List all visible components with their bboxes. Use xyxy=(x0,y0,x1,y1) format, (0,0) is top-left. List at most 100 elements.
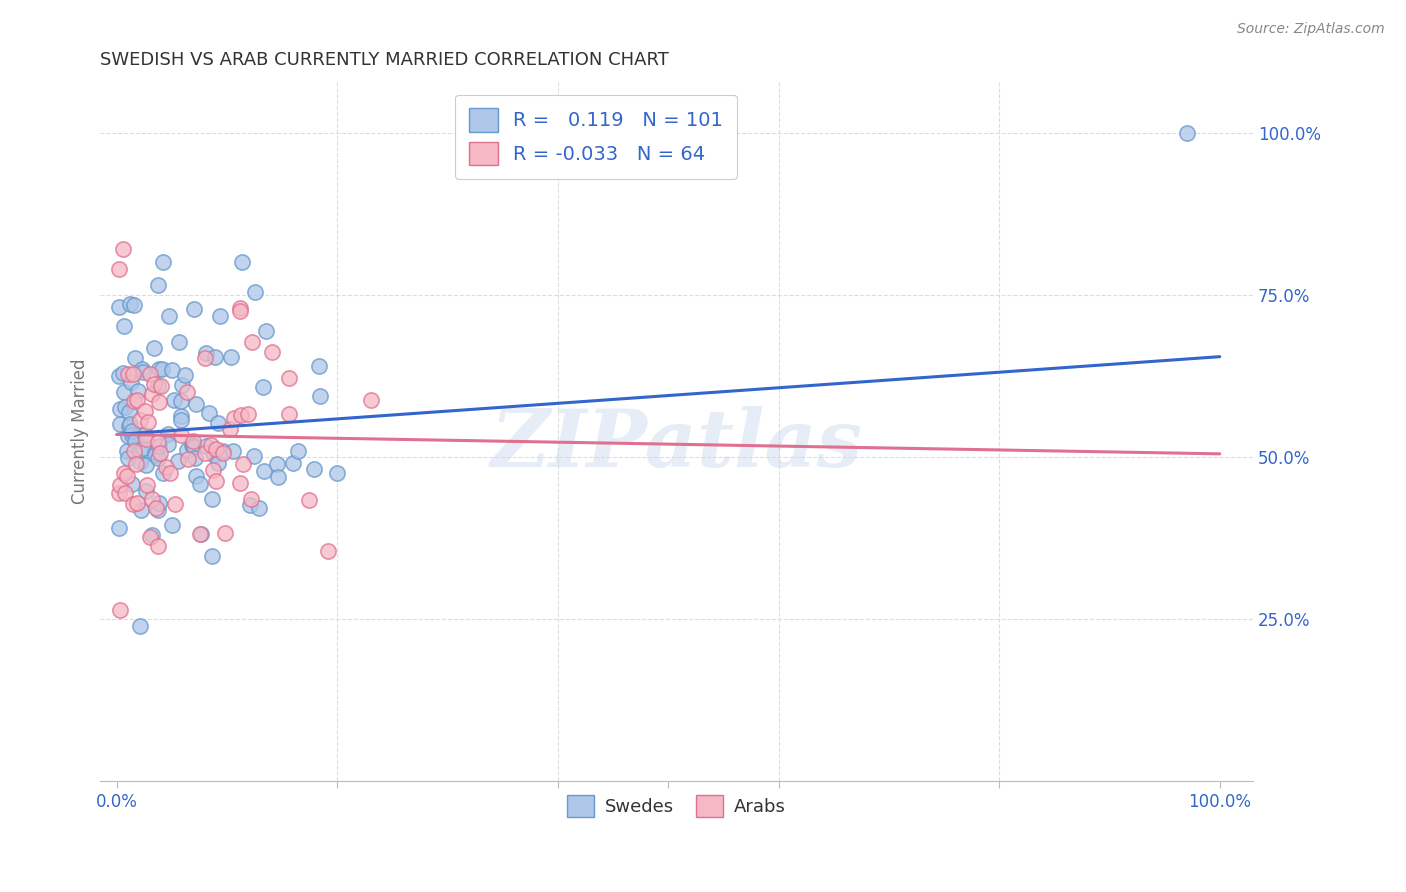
Point xyxy=(184,397,207,411)
Point xyxy=(121,427,143,442)
Point xyxy=(194,346,217,360)
Point xyxy=(148,496,170,510)
Point xyxy=(136,477,159,491)
Point xyxy=(260,345,283,359)
Point xyxy=(117,367,139,381)
Point xyxy=(139,367,162,381)
Point xyxy=(167,454,190,468)
Point xyxy=(245,285,267,299)
Point xyxy=(181,439,204,453)
Point xyxy=(112,385,135,400)
Point xyxy=(145,500,167,515)
Point xyxy=(169,428,191,442)
Point xyxy=(114,466,136,480)
Point xyxy=(218,422,240,436)
Y-axis label: Currently Married: Currently Married xyxy=(72,359,89,504)
Point xyxy=(128,455,150,469)
Point xyxy=(204,442,226,456)
Point xyxy=(183,301,205,316)
Point xyxy=(128,443,150,458)
Point xyxy=(129,503,152,517)
Point xyxy=(125,496,148,510)
Point xyxy=(214,526,236,541)
Point xyxy=(129,619,152,633)
Point xyxy=(183,440,205,454)
Point xyxy=(232,457,254,471)
Point xyxy=(148,362,170,376)
Point xyxy=(229,301,252,315)
Point xyxy=(308,389,330,403)
Point xyxy=(207,456,229,470)
Point xyxy=(118,419,141,434)
Point xyxy=(212,444,235,458)
Point xyxy=(198,406,221,420)
Point xyxy=(1175,126,1198,140)
Point xyxy=(111,242,134,256)
Point xyxy=(108,402,131,417)
Point xyxy=(221,350,243,364)
Point xyxy=(360,392,382,407)
Point xyxy=(170,378,193,392)
Point xyxy=(283,456,305,470)
Point xyxy=(128,413,150,427)
Point xyxy=(231,255,253,269)
Point xyxy=(124,351,146,365)
Legend: Swedes, Arabs: Swedes, Arabs xyxy=(560,788,793,824)
Point xyxy=(141,527,163,541)
Point xyxy=(143,341,166,355)
Point xyxy=(267,470,290,484)
Point xyxy=(201,491,224,506)
Point xyxy=(325,466,347,480)
Point xyxy=(143,448,166,462)
Point xyxy=(177,452,200,467)
Point xyxy=(108,262,131,277)
Point xyxy=(308,359,330,374)
Point xyxy=(252,380,274,394)
Point xyxy=(212,446,235,460)
Point xyxy=(278,407,301,421)
Point xyxy=(152,466,174,480)
Point xyxy=(135,458,157,472)
Point xyxy=(209,309,232,323)
Point xyxy=(155,460,177,475)
Point xyxy=(170,393,193,408)
Point xyxy=(120,417,142,431)
Point xyxy=(202,448,225,462)
Point xyxy=(108,521,131,535)
Point xyxy=(141,387,163,401)
Point xyxy=(239,491,262,506)
Point xyxy=(159,467,181,481)
Point xyxy=(194,439,217,453)
Point xyxy=(117,450,139,465)
Point xyxy=(163,392,186,407)
Point xyxy=(122,444,145,458)
Point xyxy=(114,400,136,414)
Point xyxy=(136,415,159,429)
Point xyxy=(287,444,309,458)
Point xyxy=(176,442,198,457)
Point xyxy=(148,503,170,517)
Point xyxy=(139,530,162,544)
Text: Source: ZipAtlas.com: Source: ZipAtlas.com xyxy=(1237,22,1385,37)
Point xyxy=(157,310,180,324)
Point xyxy=(278,370,301,384)
Point xyxy=(127,392,149,407)
Point xyxy=(222,444,245,458)
Point xyxy=(201,549,224,563)
Point xyxy=(124,434,146,448)
Point xyxy=(121,477,143,491)
Point xyxy=(132,442,155,456)
Point xyxy=(242,449,264,463)
Point xyxy=(148,278,170,293)
Point xyxy=(318,544,340,558)
Point xyxy=(149,446,172,460)
Point xyxy=(143,446,166,460)
Point xyxy=(146,539,169,553)
Point xyxy=(112,319,135,334)
Point xyxy=(122,498,145,512)
Point xyxy=(115,443,138,458)
Point xyxy=(229,476,252,491)
Point xyxy=(111,366,134,380)
Point xyxy=(188,527,211,541)
Point xyxy=(190,526,212,541)
